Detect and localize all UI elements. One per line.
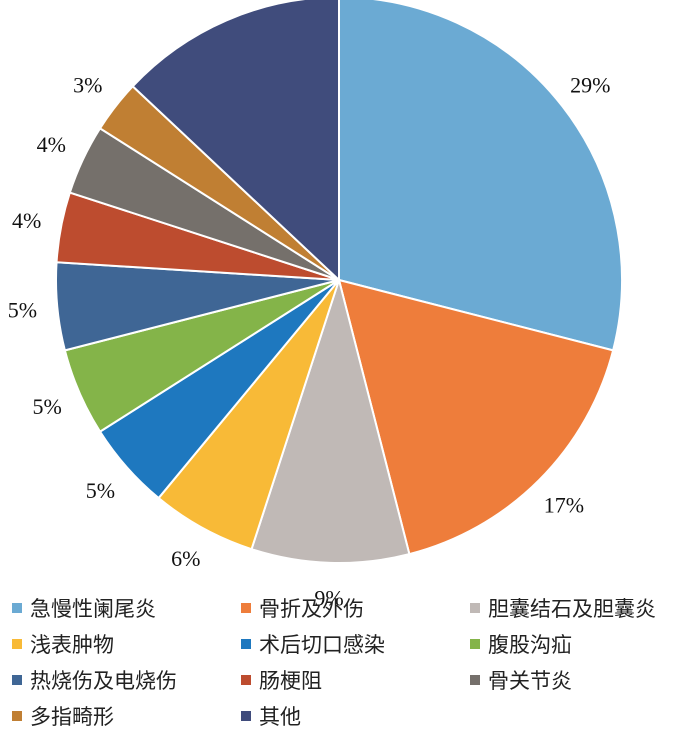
pie-slice-1 — [338, 0, 623, 352]
legend-item-slice-11: 其他 — [241, 701, 470, 731]
legend-item-slice-7: 热烧伤及电烧伤 — [12, 665, 241, 695]
legend-swatch — [12, 639, 22, 649]
legend-swatch — [241, 603, 251, 613]
legend-item-slice-6: 腹股沟疝 — [470, 629, 699, 659]
legend-label: 热烧伤及电烧伤 — [30, 669, 177, 693]
legend-label: 胆囊结石及胆囊炎 — [488, 597, 656, 621]
legend-item-slice-2: 骨折及外伤 — [241, 593, 470, 623]
percent-label-slice-2: 17% — [544, 492, 584, 517]
legend: 急慢性阑尾炎 骨折及外伤 胆囊结石及胆囊炎浅表肿物 术后切口感染 腹股沟疝热烧伤及电烧伤… — [12, 590, 700, 734]
percent-label-slice-11: 13% — [193, 0, 233, 1]
legend-swatch — [12, 675, 22, 685]
percent-label-slice-1: 29% — [570, 73, 610, 98]
legend-label: 腹股沟疝 — [488, 633, 572, 657]
legend-label: 骨关节炎 — [488, 669, 572, 693]
percent-label-slice-7: 5% — [8, 297, 37, 322]
legend-label: 术后切口感染 — [259, 633, 385, 657]
legend-row: 多指畸形 其他 — [12, 698, 700, 734]
legend-item-slice-9: 骨关节炎 — [470, 665, 699, 695]
legend-label: 其他 — [259, 705, 301, 729]
pie-slice-2 — [337, 278, 615, 556]
legend-label: 骨折及外伤 — [259, 597, 364, 621]
legend-swatch — [241, 711, 251, 721]
legend-item-slice-10: 多指畸形 — [12, 701, 241, 731]
legend-row: 浅表肿物 术后切口感染 腹股沟疝 — [12, 626, 700, 662]
legend-row: 急慢性阑尾炎 骨折及外伤 胆囊结石及胆囊炎 — [12, 590, 700, 626]
legend-label: 浅表肿物 — [30, 633, 114, 657]
legend-label: 急慢性阑尾炎 — [30, 597, 156, 621]
legend-swatch — [470, 639, 480, 649]
percent-label-slice-4: 6% — [171, 546, 200, 571]
pie-slice-3 — [250, 276, 411, 564]
legend-row: 热烧伤及电烧伤 肠梗阻 骨关节炎 — [12, 662, 700, 698]
percent-label-slice-10: 3% — [73, 73, 102, 98]
legend-swatch — [241, 675, 251, 685]
percent-label-slice-3: 9% — [314, 585, 343, 610]
legend-item-slice-5: 术后切口感染 — [241, 629, 470, 659]
legend-label: 肠梗阻 — [259, 669, 322, 693]
pie-percent-labels: 29% 17% 9% 6% 5% 5% 5% 4% 4% 3% 13% — [8, 0, 611, 610]
legend-item-slice-4: 浅表肿物 — [12, 629, 241, 659]
legend-item-slice-3: 胆囊结石及胆囊炎 — [470, 593, 699, 623]
legend-item-slice-1: 急慢性阑尾炎 — [12, 593, 241, 623]
pie-slice-11 — [131, 0, 340, 283]
legend-swatch — [470, 675, 480, 685]
percent-label-slice-9: 4% — [37, 132, 66, 157]
legend-swatch — [12, 711, 22, 721]
percent-label-slice-8: 4% — [12, 208, 41, 233]
legend-label: 多指畸形 — [30, 705, 114, 729]
percent-label-slice-5: 5% — [86, 478, 115, 503]
legend-swatch — [12, 603, 22, 613]
percent-label-slice-6: 5% — [32, 394, 61, 419]
legend-swatch — [470, 603, 480, 613]
legend-item-slice-8: 肠梗阻 — [241, 665, 470, 695]
pie-slices — [55, 0, 623, 564]
legend-swatch — [241, 639, 251, 649]
